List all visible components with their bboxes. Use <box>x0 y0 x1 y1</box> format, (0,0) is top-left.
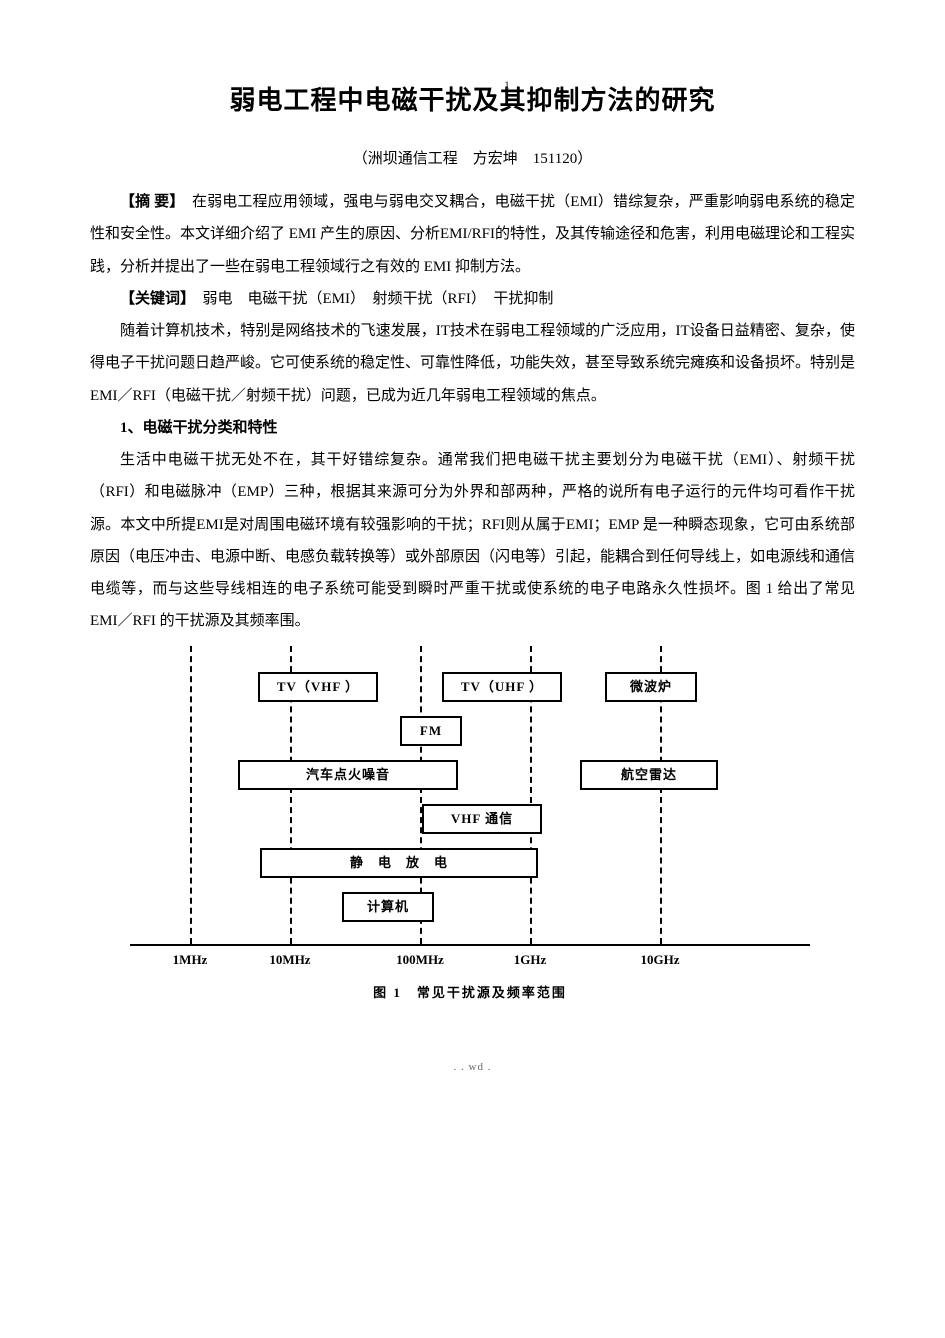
axis-tick-label: 1GHz <box>514 952 547 968</box>
footer-mark: . . wd . <box>90 1061 855 1073</box>
paper-title: 弱电工程中电磁干扰及其抑制方法的研究 <box>90 80 855 117</box>
section-1-body: 生活中电磁干扰无处不在，其干好错综复杂。通常我们把电磁干扰主要划分为电磁干扰（E… <box>90 444 855 638</box>
axis-tick-label: 10GHz <box>641 952 680 968</box>
axis-tick-label: 10MHz <box>269 952 310 968</box>
figure-1: TV（VHF ） TV（UHF ） 微波炉 FM 汽车点火噪音 航空雷达 VHF 通信静 电… <box>130 646 810 1001</box>
freq-range-box: FM <box>400 716 462 746</box>
freq-gridline <box>190 646 192 944</box>
keywords-label: 【关键词】 <box>120 291 188 307</box>
abstract-paragraph: 【摘 要】 在弱电工程应用领域，强电与弱电交叉耦合，电磁干扰（EMI）错综复杂，… <box>90 186 855 283</box>
keywords-text: 弱电 电磁干扰（EMI） 射频干扰（RFI） 干扰抑制 <box>188 291 554 307</box>
freq-range-box: VHF 通信 <box>422 804 542 834</box>
freq-range-box: 静 电 放 电 <box>260 848 538 878</box>
abstract-label: 【摘 要】 <box>120 194 177 210</box>
keywords-paragraph: 【关键词】 弱电 电磁干扰（EMI） 射频干扰（RFI） 干扰抑制 <box>90 283 855 315</box>
figure-1-caption: 图 1 常见干扰源及频率范围 <box>130 982 810 1001</box>
figure-1-plot-area: TV（VHF ） TV（UHF ） 微波炉 FM 汽车点火噪音 航空雷达 VHF 通信静 电… <box>130 646 810 946</box>
freq-range-box: 航空雷达 <box>580 760 718 790</box>
freq-range-box: TV（VHF ） <box>258 672 378 702</box>
abstract-text: 在弱电工程应用领域，强电与弱电交叉耦合，电磁干扰（EMI）错综复杂，严重影响弱电… <box>90 194 855 275</box>
author-line: （洲坝通信工程 方宏坤 151120） <box>90 147 855 168</box>
intro-paragraph: 随着计算机技术，特别是网络技术的飞速发展，IT技术在弱电工程领域的广泛应用，IT… <box>90 315 855 412</box>
freq-range-box: 计算机 <box>342 892 434 922</box>
page-number: 1 <box>504 78 510 93</box>
figure-1-axis: 1MHz 10MHz 100MHz 1GHz 10GHz <box>130 952 810 976</box>
freq-range-box: 汽车点火噪音 <box>238 760 458 790</box>
axis-tick-label: 1MHz <box>173 952 208 968</box>
section-1-heading: 1、电磁干扰分类和特性 <box>90 412 855 444</box>
freq-range-box: TV（UHF ） <box>442 672 562 702</box>
freq-range-box: 微波炉 <box>605 672 697 702</box>
axis-tick-label: 100MHz <box>396 952 444 968</box>
